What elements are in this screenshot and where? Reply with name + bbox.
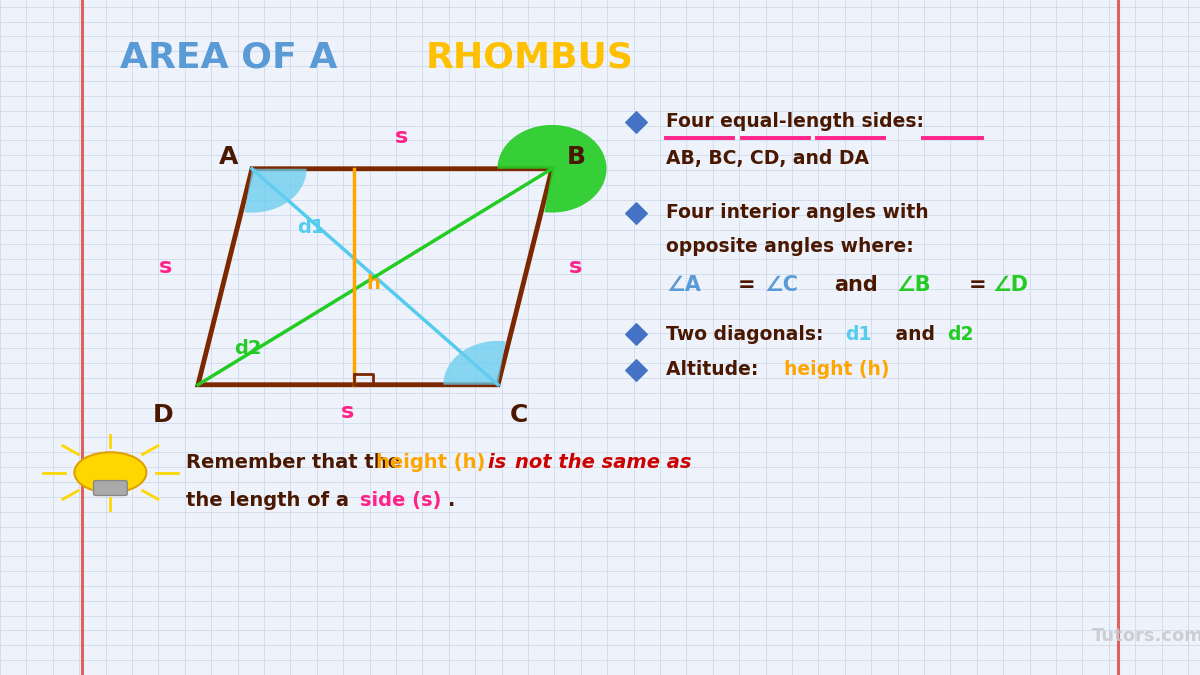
- Text: and: and: [889, 325, 942, 344]
- Text: ∠D: ∠D: [992, 275, 1028, 295]
- Text: not the same as: not the same as: [515, 453, 691, 472]
- FancyBboxPatch shape: [94, 481, 127, 495]
- Text: d2: d2: [234, 340, 262, 358]
- Text: side (s): side (s): [360, 491, 442, 510]
- Text: Four interior angles with: Four interior angles with: [666, 203, 929, 222]
- Text: s: s: [569, 257, 582, 277]
- Text: d1: d1: [298, 218, 325, 237]
- Text: AB, BC, CD, and DA: AB, BC, CD, and DA: [666, 149, 869, 168]
- Text: =: =: [738, 275, 756, 295]
- Polygon shape: [444, 341, 505, 385]
- Text: height (h): height (h): [376, 453, 485, 472]
- Text: Tutors.com: Tutors.com: [1092, 627, 1200, 645]
- Point: [626, 207, 646, 218]
- Text: s: s: [158, 257, 172, 277]
- Text: =: =: [968, 275, 986, 295]
- Text: C: C: [510, 403, 528, 427]
- Text: .: .: [448, 491, 455, 510]
- Text: height (h): height (h): [784, 360, 889, 379]
- Text: s: s: [395, 127, 409, 147]
- Polygon shape: [498, 125, 606, 213]
- Text: D: D: [152, 403, 173, 427]
- Text: opposite angles where:: opposite angles where:: [666, 237, 913, 256]
- Text: ∠A: ∠A: [666, 275, 701, 295]
- Text: and: and: [834, 275, 877, 295]
- Text: RHOMBUS: RHOMBUS: [426, 40, 634, 74]
- Text: Four equal-length sides:: Four equal-length sides:: [666, 112, 924, 131]
- Text: is: is: [488, 453, 514, 472]
- Text: A: A: [218, 144, 238, 169]
- Point: [626, 364, 646, 375]
- Point: [626, 116, 646, 127]
- Text: Two diagonals:: Two diagonals:: [666, 325, 830, 344]
- Text: ∠C: ∠C: [764, 275, 798, 295]
- Text: AREA OF A: AREA OF A: [120, 40, 350, 74]
- Text: Altitude:: Altitude:: [666, 360, 772, 379]
- Text: d2: d2: [947, 325, 973, 344]
- Circle shape: [74, 452, 146, 493]
- Text: s: s: [341, 402, 355, 423]
- Point: [626, 329, 646, 340]
- Text: ∠B: ∠B: [896, 275, 931, 295]
- Text: h: h: [366, 274, 380, 293]
- Text: Remember that the: Remember that the: [186, 453, 408, 472]
- Text: d1: d1: [845, 325, 871, 344]
- Text: B: B: [566, 144, 586, 169]
- Text: the length of a: the length of a: [186, 491, 355, 510]
- Polygon shape: [245, 169, 307, 213]
